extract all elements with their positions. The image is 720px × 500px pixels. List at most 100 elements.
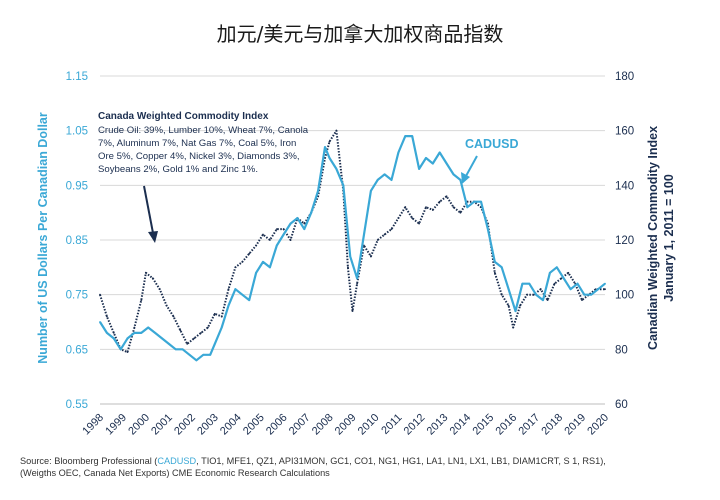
source-rest: , TIO1, MFE1, QZ1, API31MON, GC1, CO1, N… (196, 456, 606, 466)
cadusd-point (480, 200, 482, 203)
cadusd-point (202, 353, 205, 356)
commodity-index-point (328, 140, 331, 143)
cadusd-point (234, 288, 237, 291)
cadusd-point (493, 261, 496, 263)
commodity-index-point (526, 293, 528, 296)
commodity-index-point (213, 312, 216, 315)
x-tick-label: 2003 (195, 412, 221, 438)
cadusd-point (328, 157, 331, 159)
cadusd-point (535, 293, 537, 296)
cadusd-point (459, 179, 462, 181)
cadusd-point (213, 343, 216, 345)
commodity-index-point (512, 326, 515, 329)
x-tick-label: 2016 (494, 412, 520, 438)
cadusd-point (112, 337, 115, 340)
source-note: Source: Bloomberg Professional (CADUSD, … (20, 455, 710, 479)
commodity-index-point (581, 299, 583, 301)
commodity-index-point (347, 266, 349, 269)
commodity-index-point (126, 351, 129, 353)
cadusd-arrow (465, 155, 478, 177)
commodity-index-point (112, 332, 115, 334)
cadusd-point (106, 332, 108, 334)
cadusd-point (376, 179, 379, 181)
cadusd-point (542, 299, 544, 301)
cadusd-point (262, 261, 264, 263)
cadusd-point (342, 184, 345, 187)
cadusd-point (310, 211, 313, 214)
cadusd-point (583, 293, 586, 296)
cadusd-point (168, 343, 170, 345)
commodity-index-point (289, 239, 292, 241)
left-tick-label: 1.15 (66, 71, 88, 83)
commodity-index-point (459, 211, 462, 214)
commodity-index-point (390, 228, 393, 231)
cadusd-point (303, 228, 306, 231)
cadusd-point (275, 244, 278, 247)
cadusd-point (241, 293, 244, 296)
annotation-line: Soybeans 2%, Gold 1% and Zinc 1%. (98, 164, 258, 175)
commodity-index-point (404, 206, 407, 209)
x-tick-label: 2019 (562, 412, 588, 438)
commodity-index-point (248, 252, 251, 255)
source-line2: (Weigths OEC, Canada Net Exports) CME Ec… (20, 468, 330, 478)
annotation-line: Crude Oil: 39%, Lumber 10%, Wheat 7%, Ca… (98, 125, 309, 136)
chart-title: 加元/美元与加拿大加权商品指数 (216, 22, 504, 46)
gridlines (100, 75, 605, 405)
commodity-index-point (106, 315, 108, 318)
commodity-index-line (99, 129, 605, 354)
left-tick-label: 0.65 (66, 344, 88, 356)
chart-plot: 1.15 1.05 0.95 0.85 0.75 0.65 0.55 180 160 140 12… (36, 71, 676, 438)
cadusd-point (289, 222, 292, 225)
x-tick-label: 2011 (379, 412, 404, 437)
commodity-index-point (445, 195, 448, 198)
cadusd-point (521, 282, 524, 285)
cadusd-point (370, 189, 372, 192)
commodity-index-point (604, 288, 606, 291)
annotation-arrowhead (148, 231, 158, 243)
cadusd-point (269, 266, 271, 269)
annotation-line: 7%, Aluminum 7%, Nat Gas 7%, Coal 5%, Ir… (98, 138, 296, 149)
commodity-index-point (158, 288, 161, 291)
commodity-index-point (560, 277, 563, 280)
annotation-commodity-index: Canada Weighted Commodity Index Crude Oi… (98, 111, 309, 243)
commodity-index-point (220, 315, 223, 318)
right-axis-label-line1: Canadian Weighted Commodity Index (646, 126, 660, 350)
right-axis-ticks: 180 160 140 120 100 80 60 (615, 71, 634, 411)
cadusd-point (195, 359, 198, 362)
x-tick-label: 2004 (218, 412, 244, 438)
cadusd-point (473, 200, 476, 203)
cadusd-point (220, 326, 223, 329)
commodity-index-point (351, 310, 354, 312)
cadusd-point (528, 282, 531, 285)
x-tick-label: 2010 (356, 412, 382, 438)
cadusd-point (445, 162, 448, 165)
right-tick-label: 180 (615, 71, 634, 83)
annotation-title: Canada Weighted Commodity Index (98, 111, 269, 122)
commodity-index-point (567, 271, 570, 274)
x-tick-label: 2014 (448, 412, 474, 438)
commodity-index-point (324, 157, 326, 159)
right-tick-label: 80 (615, 344, 628, 356)
cadusd-point (174, 348, 177, 351)
cadusd-point (487, 228, 489, 231)
cadusd-point (418, 168, 420, 170)
cadusd-point (569, 288, 572, 291)
x-tick-label: 2001 (149, 412, 175, 438)
cadusd-point (576, 282, 579, 285)
commodity-index-point (151, 277, 154, 280)
cadusd-point (188, 353, 191, 356)
x-tick-label: 1999 (103, 412, 129, 438)
right-tick-label: 140 (615, 180, 634, 192)
commodity-index-point (397, 217, 400, 220)
cadusd-point (466, 206, 469, 209)
commodity-index-point (452, 206, 455, 209)
cadusd-point (452, 173, 455, 176)
commodity-index-point (99, 293, 101, 296)
cadusd-point (209, 353, 212, 356)
cadusd-point (411, 135, 414, 138)
x-axis-ticks: 1998199920002001200220032004200520062007… (80, 412, 611, 438)
x-tick-label: 2009 (333, 412, 359, 438)
cadusd-point (597, 288, 599, 291)
cadusd-point (555, 266, 558, 269)
commodity-index-point (411, 217, 414, 220)
